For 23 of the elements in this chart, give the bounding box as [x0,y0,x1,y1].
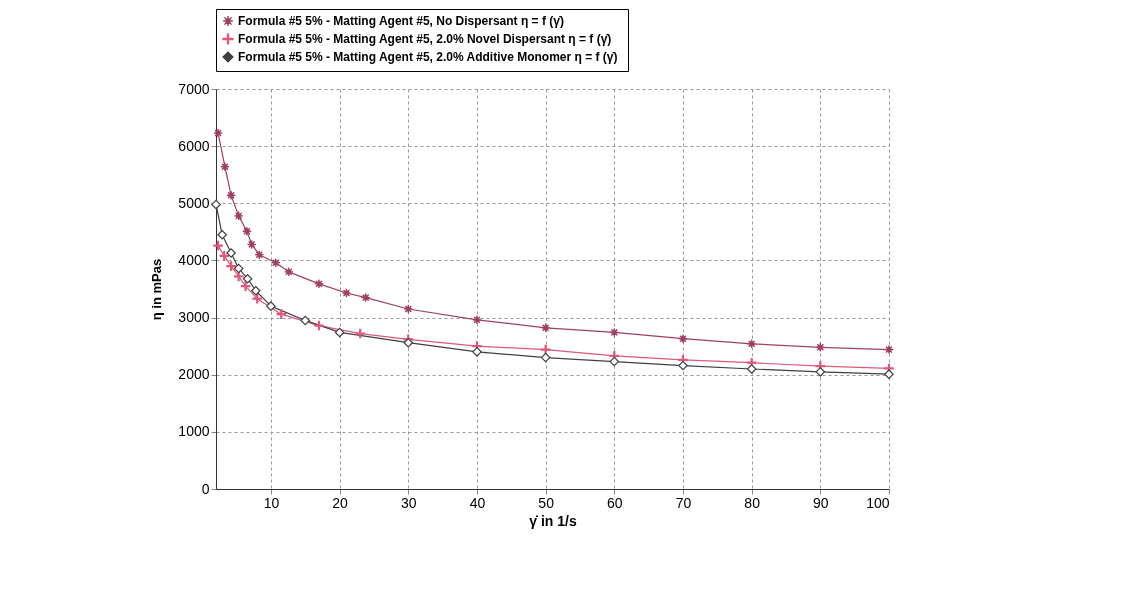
x-tick-label: 70 [675,494,692,511]
x-tick-label: 40 [469,494,486,511]
x-tick-label: 100 [866,494,890,511]
y-tick-label: 3000 [178,309,210,326]
x-tick-label: 30 [401,494,417,511]
legend-label: Formula #5 5% - Matting Agent #5, No Dispersant η = f (γ̇) [238,14,564,28]
x-tick-label: 90 [813,494,829,511]
x-tick-label: 20 [332,494,349,511]
x-tick-label: 60 [607,494,623,511]
x-axis-title: γ̇ in 1/s [529,512,577,529]
y-tick-label: 5000 [178,194,210,211]
y-tick-label: 6000 [178,137,210,154]
y-tick-label: 0 [201,480,210,497]
x-tick-label: 50 [538,494,555,511]
y-tick-label: 4000 [178,251,210,268]
y-tick-label: 2000 [178,366,210,383]
y-tick-label: 7000 [178,80,210,97]
legend-label: Formula #5 5% - Matting Agent #5, 2.0% Additive Monomer η = f (γ̇) [238,50,618,64]
x-tick-label: 80 [744,494,761,511]
y-tick-label: 1000 [178,423,210,440]
x-tick-label: 10 [263,494,280,511]
legend-label: Formula #5 5% - Matting Agent #5, 2.0% Novel Dispersant η = f (γ̇) [238,32,612,46]
y-axis-title: η in mPas [149,258,165,321]
